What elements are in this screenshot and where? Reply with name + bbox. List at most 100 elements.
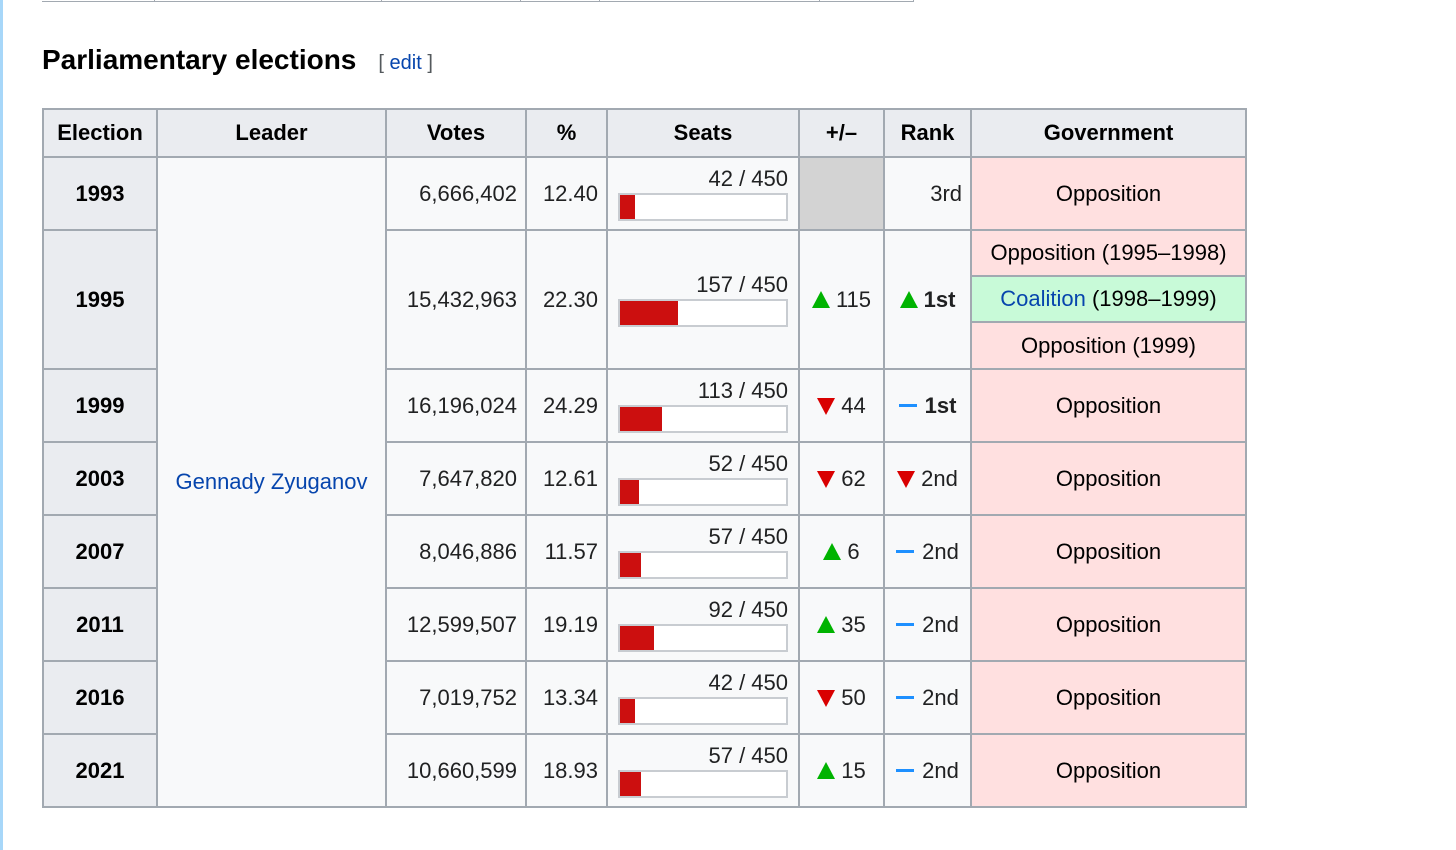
col-header-leader[interactable]: Leader — [156, 108, 387, 158]
seats-label: 92 / 450 — [708, 596, 788, 622]
votes-cell: 6,666,402 — [385, 156, 527, 231]
previous-table-bottom-edge — [42, 0, 914, 2]
seats-label: 57 / 450 — [708, 742, 788, 768]
seats-label: 157 / 450 — [696, 271, 788, 297]
col-header-votes[interactable]: Votes — [385, 108, 527, 158]
increase-arrow-icon — [817, 761, 836, 779]
parliamentary-elections-table: Election Leader Votes % Seats +/– Rank G… — [42, 108, 1247, 808]
change-cell: 15 — [798, 733, 885, 808]
rank-value: 2nd — [922, 611, 959, 637]
change-value: 50 — [841, 684, 866, 710]
col-header-election[interactable]: Election — [42, 108, 158, 158]
seats-cell: 92 / 450 — [606, 587, 800, 662]
change-cell: 50 — [798, 660, 885, 735]
government-cell: Opposition — [970, 733, 1247, 808]
increase-arrow-icon — [811, 290, 830, 308]
increase-arrow-icon — [817, 615, 836, 633]
seats-label: 57 / 450 — [708, 523, 788, 549]
change-cell: 115 — [798, 229, 885, 370]
seats-bar — [618, 769, 788, 798]
page-left-border — [0, 0, 3, 850]
table-row: 2021 10,660,599 18.93 57 / 450 15 2nd Oppositi… — [42, 733, 1247, 808]
rank-cell: 3rd — [883, 156, 972, 231]
increase-arrow-icon — [899, 290, 918, 308]
rank-cell: 2nd — [883, 514, 972, 589]
government-cell: Opposition — [970, 514, 1247, 589]
government-cell: Opposition (1999) — [970, 321, 1247, 370]
rank-value: 1st — [924, 392, 957, 418]
seats-bar — [618, 696, 788, 725]
rank-value: 2nd — [921, 465, 958, 491]
seats-bar-fill — [620, 625, 654, 650]
table-row: 2016 7,019,752 13.34 42 / 450 50 2nd Oppositio… — [42, 660, 1247, 735]
change-cell: 6 — [798, 514, 885, 589]
decrease-arrow-icon — [897, 470, 916, 488]
coalition-link[interactable]: Coalition — [1000, 286, 1086, 311]
percent-cell: 19.19 — [525, 587, 608, 662]
col-header-percent[interactable]: % — [525, 108, 608, 158]
votes-cell: 8,046,886 — [385, 514, 527, 589]
edit-link[interactable]: edit — [389, 52, 422, 74]
leader-link[interactable]: Gennady Zyuganov — [156, 156, 387, 808]
change-value: 15 — [841, 757, 866, 783]
votes-cell: 15,432,963 — [385, 229, 527, 370]
col-header-rank[interactable]: Rank — [883, 108, 972, 158]
election-year-link[interactable]: 1993 — [42, 156, 158, 231]
rank-cell: 1st — [883, 368, 972, 443]
table-row: 1995 15,432,963 22.30 157 / 450 115 1st Opposi… — [42, 229, 1247, 370]
rank-value: 2nd — [922, 538, 959, 564]
change-value: 35 — [841, 611, 866, 637]
change-cell: 62 — [798, 441, 885, 516]
rank-cell: 2nd — [883, 441, 972, 516]
seats-bar — [618, 404, 788, 433]
steady-dash-icon — [896, 695, 915, 699]
percent-cell: 18.93 — [525, 733, 608, 808]
seats-cell: 157 / 450 — [606, 229, 800, 370]
change-cell: 44 — [798, 368, 885, 443]
rank-value: 3rd — [930, 180, 962, 206]
table-row: 2003 7,647,820 12.61 52 / 450 62 2nd Oppositio… — [42, 441, 1247, 516]
rank-cell: 1st — [883, 229, 972, 370]
edit-bracket-open: [ — [378, 52, 384, 74]
seats-cell: 57 / 450 — [606, 733, 800, 808]
government-cell: Opposition — [970, 441, 1247, 516]
election-year-link[interactable]: 2011 — [42, 587, 158, 662]
seats-bar — [618, 550, 788, 579]
decrease-arrow-icon — [817, 397, 836, 415]
election-year-link[interactable]: 2007 — [42, 514, 158, 589]
coalition-period: (1998–1999) — [1085, 286, 1217, 311]
section-heading: Parliamentary elections [ edit ] — [42, 44, 433, 84]
table-row: 2011 12,599,507 19.19 92 / 450 35 2nd Oppositi… — [42, 587, 1247, 662]
steady-dash-icon — [896, 622, 915, 626]
seats-cell: 42 / 450 — [606, 660, 800, 735]
col-header-seats[interactable]: Seats — [606, 108, 800, 158]
election-year-link[interactable]: 1999 — [42, 368, 158, 443]
table-row: 2007 8,046,886 11.57 57 / 450 6 2nd Opposition — [42, 514, 1247, 589]
seats-bar-fill — [620, 698, 636, 723]
change-value: 115 — [835, 286, 872, 312]
table-row: 1999 16,196,024 24.29 113 / 450 44 1st Opposit… — [42, 368, 1247, 443]
seats-cell: 57 / 450 — [606, 514, 800, 589]
seats-cell: 42 / 450 — [606, 156, 800, 231]
rank-cell: 2nd — [883, 587, 972, 662]
edit-section: [ edit ] — [378, 52, 433, 75]
election-year-link[interactable]: 2021 — [42, 733, 158, 808]
steady-dash-icon — [896, 549, 915, 553]
col-header-change[interactable]: +/– — [798, 108, 885, 158]
change-value: 62 — [841, 465, 866, 491]
rank-value: 2nd — [922, 684, 959, 710]
percent-cell: 12.61 — [525, 441, 608, 516]
votes-cell: 10,660,599 — [385, 733, 527, 808]
election-year-link[interactable]: 1995 — [42, 229, 158, 370]
government-cell: Opposition — [970, 156, 1247, 231]
seats-bar-fill — [620, 771, 642, 796]
seats-bar — [618, 192, 788, 221]
seats-bar-fill — [620, 300, 678, 325]
change-cell: 35 — [798, 587, 885, 662]
col-header-government[interactable]: Government — [970, 108, 1247, 158]
percent-cell: 22.30 — [525, 229, 608, 370]
election-year-link[interactable]: 2016 — [42, 660, 158, 735]
seats-bar — [618, 298, 788, 327]
election-year-link[interactable]: 2003 — [42, 441, 158, 516]
government-cell: Opposition — [970, 660, 1247, 735]
